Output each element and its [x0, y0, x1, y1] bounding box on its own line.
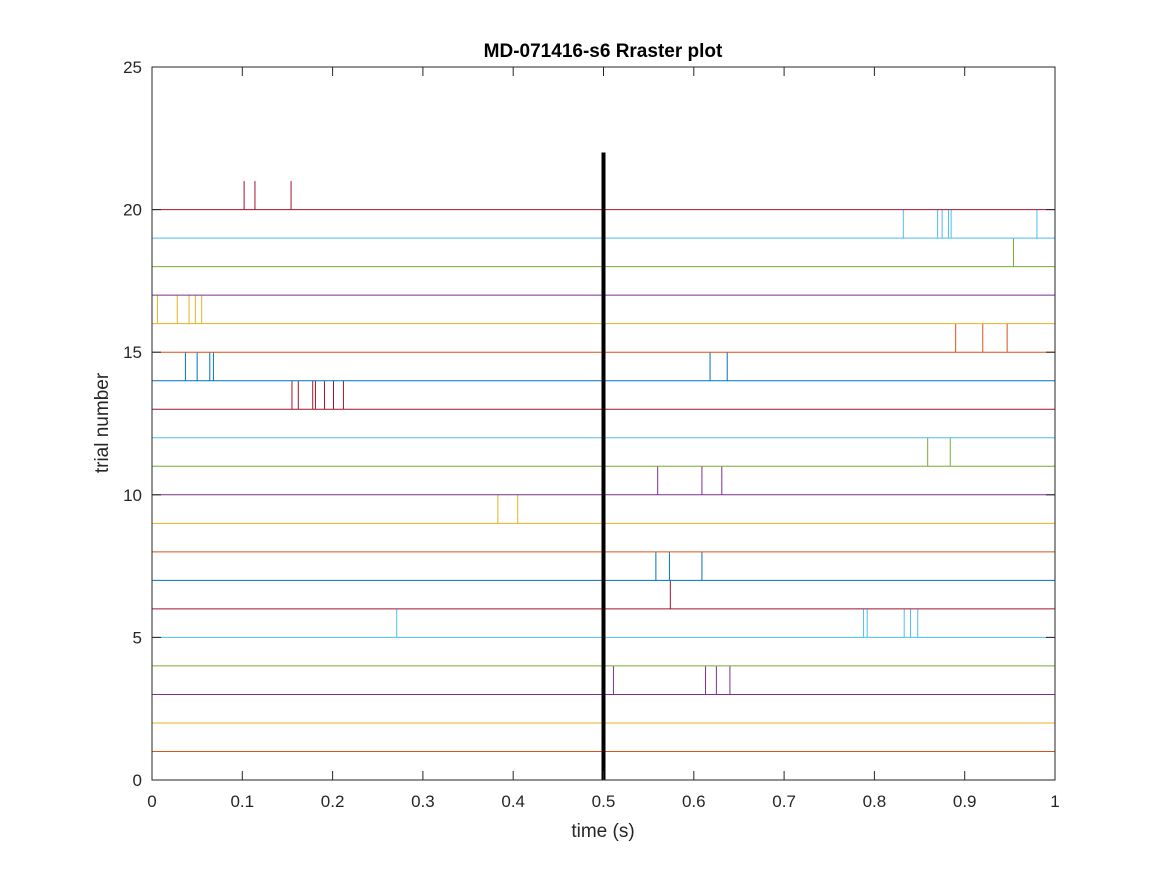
y-tick-label: 15	[123, 343, 142, 362]
x-tick-label: 0.6	[682, 792, 706, 811]
x-tick-label: 0.1	[230, 792, 254, 811]
x-tick-label: 0.7	[772, 792, 796, 811]
y-tick-label: 20	[123, 201, 142, 220]
x-tick-label: 1	[1050, 792, 1059, 811]
x-tick-label: 0.9	[953, 792, 977, 811]
x-tick-label: 0.2	[321, 792, 345, 811]
x-axis-label: time (s)	[571, 821, 634, 842]
y-tick-label: 10	[123, 486, 142, 505]
y-axis-label: trial number	[92, 372, 113, 473]
chart-title: MD-071416-s6 Rraster plot	[484, 41, 723, 62]
x-tick-label: 0.5	[592, 792, 616, 811]
y-tick-label: 0	[133, 771, 142, 790]
y-axis-ticks: 0 5 10 15 20 25	[123, 58, 1055, 790]
y-tick-label: 25	[123, 58, 142, 77]
x-tick-label: 0	[147, 792, 156, 811]
x-axis-ticks: 0 0.1 0.2 0.3 0.4 0.5 0.6 0.7 0.8 0.9 1	[147, 67, 1060, 811]
y-tick-label: 5	[133, 628, 142, 647]
x-tick-label: 0.4	[501, 792, 525, 811]
x-tick-label: 0.3	[411, 792, 435, 811]
x-tick-label: 0.8	[863, 792, 887, 811]
